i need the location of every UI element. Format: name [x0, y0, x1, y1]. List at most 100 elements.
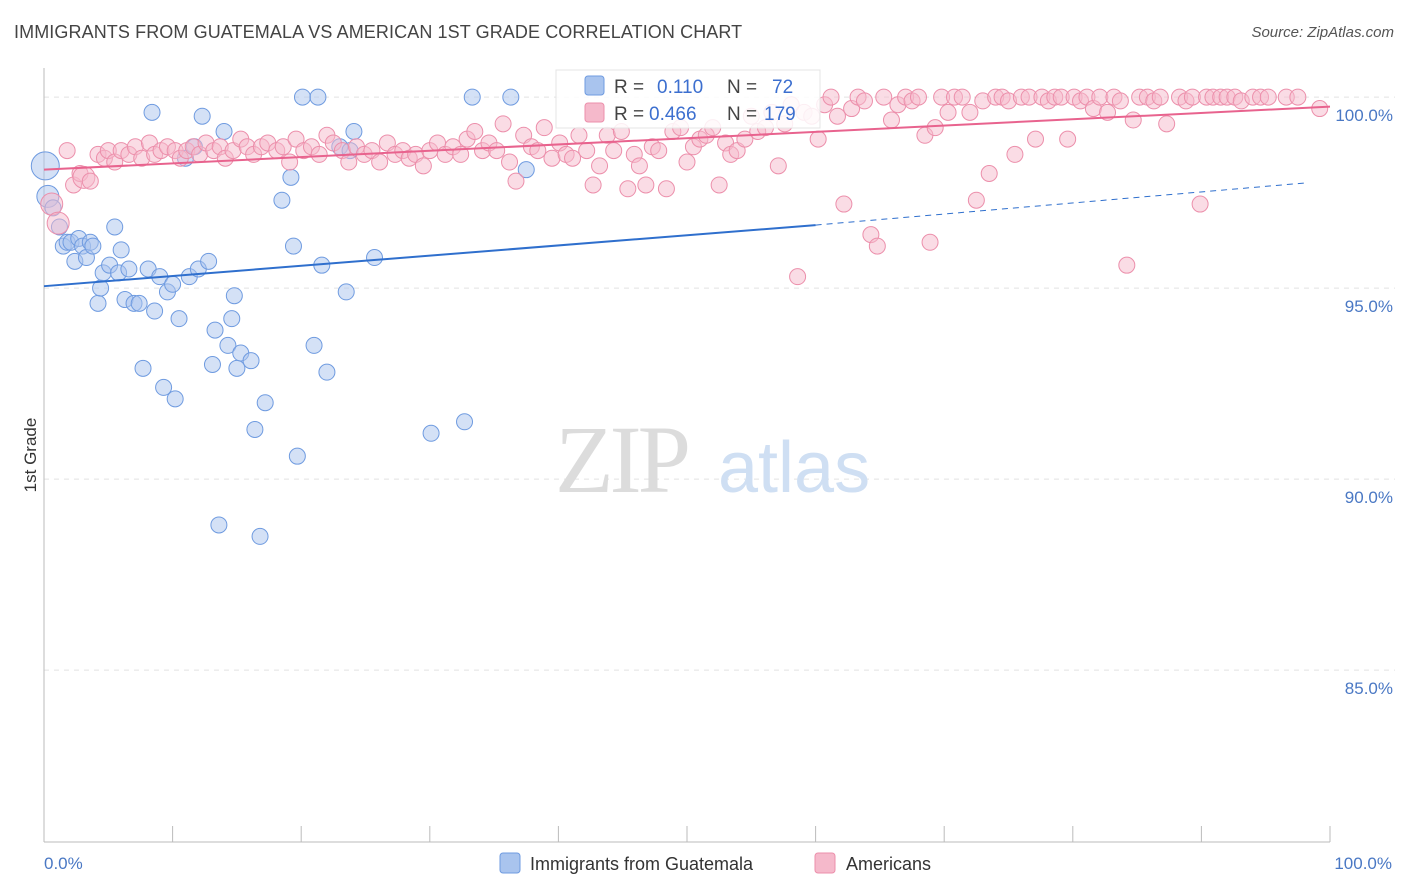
data-point	[340, 153, 358, 171]
data-point	[106, 218, 124, 236]
stats-n-label-2: N =	[727, 104, 757, 125]
data-point	[591, 157, 609, 175]
stats-n-value-1: 72	[772, 77, 793, 98]
data-point	[422, 424, 440, 442]
y-tick-label: 90.0%	[1345, 488, 1393, 507]
data-point	[256, 394, 274, 412]
data-point	[961, 103, 979, 121]
data-point	[273, 191, 291, 209]
trend-line-guatemala-extension	[815, 182, 1305, 226]
data-point	[980, 165, 998, 182]
data-point	[463, 88, 481, 106]
stats-n-label-1: N =	[727, 77, 757, 98]
data-point	[81, 172, 99, 190]
y-tick-label: 85.0%	[1345, 679, 1393, 698]
legend-label-guatemala: Immigrants from Guatemala	[530, 854, 754, 874]
data-point	[309, 88, 327, 106]
data-point	[1124, 111, 1142, 129]
data-point	[166, 390, 184, 408]
data-point	[414, 157, 432, 175]
data-point	[605, 142, 623, 160]
stats-box: R = 0.110 N = 72 R = 0.466 N = 179	[555, 69, 821, 129]
data-point	[953, 88, 971, 106]
axes	[43, 68, 1331, 843]
data-point	[619, 180, 637, 198]
data-point	[225, 287, 243, 305]
data-point	[84, 237, 102, 255]
data-point	[543, 149, 561, 167]
watermark: ZIP atlas	[555, 406, 870, 513]
data-point	[219, 336, 237, 354]
y-tick-label: 100.0%	[1335, 106, 1393, 125]
data-point	[120, 260, 138, 278]
legend-pink-swatch	[814, 852, 836, 874]
data-point	[310, 145, 328, 163]
data-point	[164, 275, 182, 293]
data-point	[1091, 88, 1109, 106]
data-point	[502, 88, 520, 106]
data-point	[46, 211, 70, 235]
data-point	[1259, 88, 1277, 106]
data-point	[1118, 256, 1136, 274]
data-point	[466, 122, 484, 140]
data-point	[1027, 130, 1045, 148]
data-point	[242, 352, 260, 370]
stats-pink-swatch	[584, 102, 605, 123]
source-note: Source: ZipAtlas.com	[1251, 24, 1394, 41]
data-point	[228, 359, 246, 377]
data-point	[456, 413, 474, 431]
data-point	[130, 294, 148, 312]
data-point	[926, 119, 944, 137]
data-point	[146, 302, 164, 320]
data-point	[1311, 100, 1329, 118]
data-point	[657, 180, 675, 198]
data-point	[507, 172, 525, 190]
data-point	[1151, 88, 1169, 106]
data-point	[939, 103, 957, 121]
data-point	[223, 310, 241, 328]
data-point	[246, 420, 264, 438]
data-point	[215, 122, 233, 140]
data-point	[206, 321, 224, 339]
trend-line-guatemala	[43, 224, 816, 288]
data-point	[868, 237, 886, 255]
stats-blue-swatch	[584, 75, 605, 96]
data-point	[284, 237, 302, 255]
chart-title: IMMIGRANTS FROM GUATEMALA VS AMERICAN 1S…	[14, 22, 743, 42]
data-point	[789, 268, 807, 286]
legend: Immigrants from Guatemala Americans	[499, 852, 931, 874]
data-point	[1183, 88, 1201, 106]
data-point	[570, 126, 588, 144]
data-point	[1006, 145, 1024, 163]
data-point	[584, 176, 602, 194]
stats-r-label-1: R =	[614, 77, 644, 98]
legend-blue-swatch	[499, 852, 521, 874]
data-point	[282, 168, 300, 186]
stats-r-value-2: 0.466	[649, 104, 697, 125]
watermark-atlas: atlas	[718, 428, 870, 508]
data-point	[134, 359, 152, 377]
data-point	[1289, 88, 1307, 106]
x-tick-label-min: 0.0%	[44, 854, 83, 873]
data-point	[337, 283, 355, 301]
data-point	[882, 111, 900, 129]
data-point	[828, 107, 846, 125]
x-tick-label-max: 100.0%	[1334, 854, 1392, 873]
data-point	[630, 157, 648, 175]
data-point	[155, 378, 173, 396]
data-point	[875, 88, 893, 106]
series-americans-points	[40, 88, 1329, 286]
data-point	[921, 233, 939, 251]
data-point	[288, 447, 306, 465]
data-point	[488, 142, 506, 160]
stats-r-label-2: R =	[614, 104, 644, 125]
data-point	[274, 138, 292, 156]
data-point	[822, 88, 840, 106]
data-point	[835, 195, 853, 213]
data-point	[637, 176, 655, 194]
data-point	[809, 130, 827, 148]
y-tick-labels: 85.0% 90.0% 95.0% 100.0%	[1335, 106, 1393, 698]
trend-line-americans	[43, 105, 1331, 171]
data-point	[366, 249, 384, 267]
